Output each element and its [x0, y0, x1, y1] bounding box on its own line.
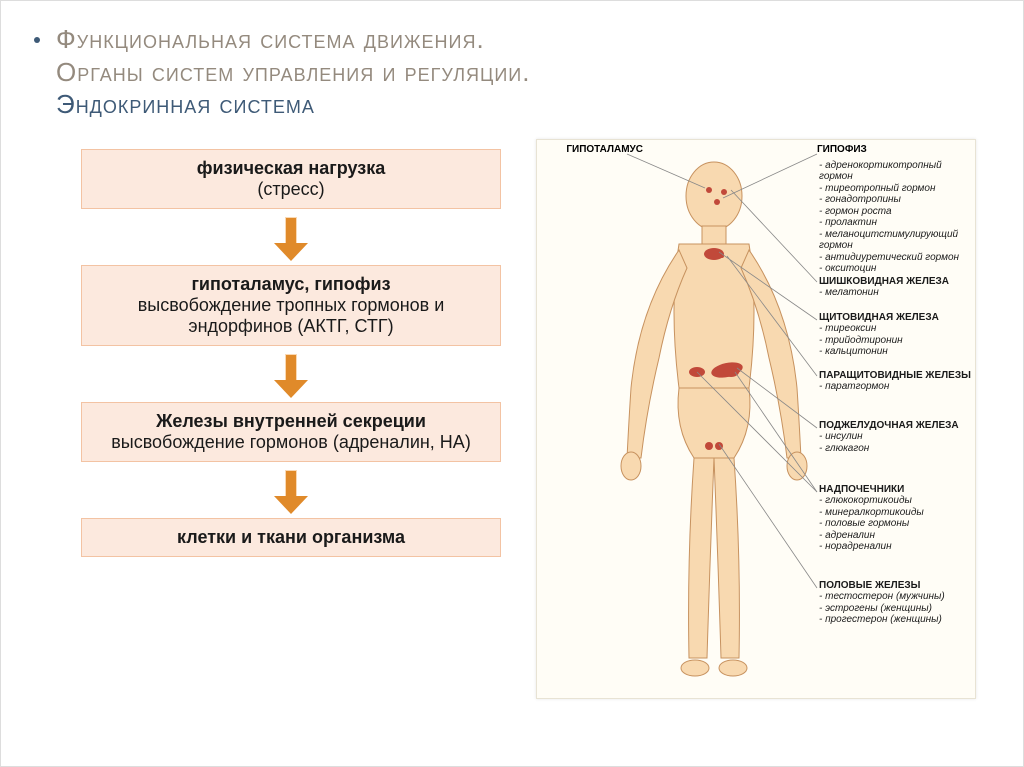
flow-box-2-sub: высвобождение гормонов (адреналин, НА) [94, 432, 488, 453]
flow-box-2-title: Железы внутренней секреции [94, 411, 488, 432]
title-line-1: Функциональная система движения. [56, 23, 983, 56]
gland-hormone: - пролактин [819, 217, 975, 229]
slide-title: Функциональная система движения. Органы … [56, 23, 983, 121]
gland-label-5: НАДПОЧЕЧНИКИ- глюкокортикоиды- минералко… [819, 484, 975, 553]
gland-label-4: ПОДЖЕЛУДОЧНАЯ ЖЕЛЕЗА- инсулин- глюкагон [819, 420, 975, 455]
gland-hormone: - паратгормон [819, 381, 975, 393]
gland-name-2: ЩИТОВИДНАЯ ЖЕЛЕЗА [819, 312, 975, 324]
gland-hormone: - минералкортикоиды [819, 507, 975, 519]
gland-name-1: ШИШКОВИДНАЯ ЖЕЛЕЗА [819, 276, 975, 288]
anatomy-panel: ГИПОТАЛАМУС ГИПОФИЗ - адренокортикотропн… [536, 139, 976, 699]
flowchart: физическая нагрузка (стресс) гипоталамус… [56, 139, 526, 699]
gland-hormone: - прогестерон (женщины) [819, 614, 975, 626]
gland-label-3: ПАРАЩИТОВИДНЫЕ ЖЕЛЕЗЫ- паратгормон [819, 370, 975, 393]
accent-dot-icon [34, 37, 40, 43]
human-body-icon [609, 158, 819, 688]
flow-box-1-sub: высвобождение тропных гормонов и эндорфи… [94, 295, 488, 337]
gland-hormone: - трийодтиронин [819, 335, 975, 347]
gland-hormone: - эстрогены (женщины) [819, 603, 975, 615]
flow-arrow-0 [274, 215, 308, 263]
gland-hormone: - гормон роста [819, 206, 975, 218]
gland-hormone: - глюкагон [819, 443, 975, 455]
gland-label-6: ПОЛОВЫЕ ЖЕЛЕЗЫ- тестостерон (мужчины)- э… [819, 580, 975, 626]
content-row: физическая нагрузка (стресс) гипоталамус… [56, 139, 983, 699]
gland-hormone: - адреналин [819, 530, 975, 542]
gland-hormone: - тиреоксин [819, 323, 975, 335]
title-line-3: Эндокринная система [56, 88, 983, 121]
flow-box-3-title: клетки и ткани организма [94, 527, 488, 548]
title-line-2: Органы систем управления и регуляции. [56, 56, 983, 89]
flow-box-3: клетки и ткани организма [81, 518, 501, 557]
gland-name-4: ПОДЖЕЛУДОЧНАЯ ЖЕЛЕЗА [819, 420, 975, 432]
label-hypothalamus: ГИПОТАЛАМУС [543, 144, 643, 156]
label-pituitary: ГИПОФИЗ [817, 144, 867, 156]
gland-hormone: - инсулин [819, 431, 975, 443]
flow-box-1-title: гипоталамус, гипофиз [94, 274, 488, 295]
gland-hormone: - мелатонин [819, 287, 975, 299]
anatomy-panel-wrap: ГИПОТАЛАМУС ГИПОФИЗ - адренокортикотропн… [536, 139, 983, 699]
gland-hormone: - глюкокортикоиды [819, 495, 975, 507]
gland-name-6: ПОЛОВЫЕ ЖЕЛЕЗЫ [819, 580, 975, 592]
gland-hormone: - тестостерон (мужчины) [819, 591, 975, 603]
gland-hormone: - тиреотропный гормон [819, 183, 975, 195]
flow-arrow-1 [274, 352, 308, 400]
gland-name-3: ПАРАЩИТОВИДНЫЕ ЖЕЛЕЗЫ [819, 370, 975, 382]
flow-box-0: физическая нагрузка (стресс) [81, 149, 501, 209]
gland-label-0: - адренокортикотропный гормон- тиреотроп… [819, 160, 975, 275]
flow-box-0-sub: (стресс) [94, 179, 488, 200]
gland-hormone: - меланоцитстимулирующий гормон [819, 229, 975, 252]
gland-hormone: - антидиуретический гормон [819, 252, 975, 264]
gland-label-2: ЩИТОВИДНАЯ ЖЕЛЕЗА- тиреоксин- трийодтиро… [819, 312, 975, 358]
gland-label-1: ШИШКОВИДНАЯ ЖЕЛЕЗА- мелатонин [819, 276, 975, 299]
gland-hormone: - адренокортикотропный гормон [819, 160, 975, 183]
flow-box-1: гипоталамус, гипофиз высвобождение тропн… [81, 265, 501, 346]
gland-hormone: - половые гормоны [819, 518, 975, 530]
gland-hormone: - норадреналин [819, 541, 975, 553]
gland-hormone: - гонадотропины [819, 194, 975, 206]
flow-box-2: Железы внутренней секреции высвобождение… [81, 402, 501, 462]
gland-hormone: - кальцитонин [819, 346, 975, 358]
gland-name-5: НАДПОЧЕЧНИКИ [819, 484, 975, 496]
flow-box-0-title: физическая нагрузка [94, 158, 488, 179]
flow-arrow-2 [274, 468, 308, 516]
gland-hormone: - окситоцин [819, 263, 975, 275]
